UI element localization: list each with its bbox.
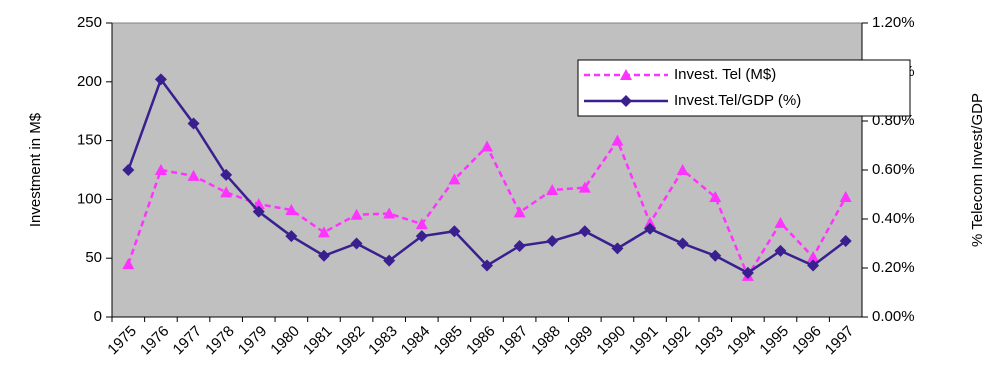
data-point xyxy=(415,218,428,230)
data-point xyxy=(252,205,265,218)
data-point xyxy=(187,169,200,181)
x-tick-label: 1981 xyxy=(300,323,336,359)
y-tick-label: 50 xyxy=(85,249,102,266)
data-point xyxy=(644,222,657,235)
data-point xyxy=(383,254,396,267)
data-point xyxy=(187,117,200,130)
y-tick-label: 200 xyxy=(77,73,102,90)
legend-marker xyxy=(620,69,632,80)
data-point xyxy=(644,216,657,228)
x-tick-label: 1979 xyxy=(235,323,271,359)
x-tick-label: 1987 xyxy=(496,323,532,359)
legend-label: Invest. Tel (M$) xyxy=(674,66,776,83)
data-point xyxy=(350,237,363,250)
x-tick-label: 1980 xyxy=(267,323,303,359)
y-tick-label: 150 xyxy=(77,132,102,149)
x-tick-label: 1996 xyxy=(789,323,825,359)
legend-box xyxy=(577,59,911,117)
data-point xyxy=(317,226,330,238)
y2-tick-label: 0.20% xyxy=(872,259,915,276)
data-point xyxy=(481,140,493,152)
data-point xyxy=(220,168,233,181)
data-point xyxy=(513,239,526,252)
x-tick-label: 1983 xyxy=(365,323,401,359)
data-point xyxy=(611,134,624,146)
x-tick-label: 1985 xyxy=(430,323,466,359)
x-tick-label: 1994 xyxy=(724,323,760,359)
data-point xyxy=(481,259,493,272)
data-point xyxy=(839,235,852,248)
data-point xyxy=(578,181,591,193)
data-point xyxy=(578,225,591,238)
y2-tick-label: 1.20% xyxy=(872,14,915,31)
x-tick-label: 1997 xyxy=(822,323,858,359)
data-point xyxy=(350,208,363,220)
data-point xyxy=(709,191,722,203)
data-point xyxy=(709,249,722,262)
legend-label: Invest.Tel/GDP (%) xyxy=(674,92,801,109)
x-tick-label: 1978 xyxy=(202,323,238,359)
x-tick-label: 1975 xyxy=(104,323,140,359)
data-point xyxy=(415,230,428,243)
data-point xyxy=(774,216,787,228)
data-point xyxy=(546,235,559,248)
x-tick-label: 1988 xyxy=(528,323,564,359)
data-point xyxy=(285,230,298,243)
data-point xyxy=(383,207,396,219)
x-tick-label: 1993 xyxy=(691,323,727,359)
x-tick-label: 1992 xyxy=(659,323,695,359)
data-point xyxy=(448,173,461,185)
y-tick-label: 0 xyxy=(94,308,102,325)
data-point xyxy=(285,203,298,215)
data-point xyxy=(807,259,820,272)
data-point xyxy=(220,186,233,198)
x-tick-label: 1986 xyxy=(463,323,499,359)
data-point xyxy=(317,249,330,262)
y2-tick-label: 0.60% xyxy=(872,161,915,178)
data-point xyxy=(741,266,754,279)
data-point xyxy=(807,251,820,263)
y2-tick-label: 0.00% xyxy=(872,308,915,325)
y-tick-label: 250 xyxy=(77,14,102,31)
data-point xyxy=(676,164,689,175)
x-tick-label: 1995 xyxy=(756,323,792,359)
data-point xyxy=(122,258,135,270)
x-tick-label: 1977 xyxy=(170,323,206,359)
x-tick-label: 1982 xyxy=(333,323,369,359)
y-tick-label: 100 xyxy=(77,190,102,207)
y2-axis-label: % Telecom Invest/GDP xyxy=(969,93,986,247)
y2-tick-label: 0.40% xyxy=(872,210,915,227)
data-point xyxy=(513,206,526,218)
x-tick-label: 1991 xyxy=(626,323,662,359)
x-tick-label: 1976 xyxy=(137,323,173,359)
x-tick-label: 1984 xyxy=(398,323,434,359)
x-tick-label: 1989 xyxy=(561,323,597,359)
data-point xyxy=(154,164,167,175)
data-point xyxy=(676,237,689,250)
data-point xyxy=(774,244,787,257)
x-tick-label: 1990 xyxy=(593,323,629,359)
data-point xyxy=(252,198,265,210)
data-point xyxy=(839,191,852,203)
data-point xyxy=(122,164,135,176)
legend-marker xyxy=(620,95,632,107)
data-point xyxy=(448,225,461,238)
data-point xyxy=(154,73,167,86)
y-axis-label: Investment in M$ xyxy=(27,112,44,227)
data-point xyxy=(611,242,624,255)
data-point xyxy=(546,183,559,195)
